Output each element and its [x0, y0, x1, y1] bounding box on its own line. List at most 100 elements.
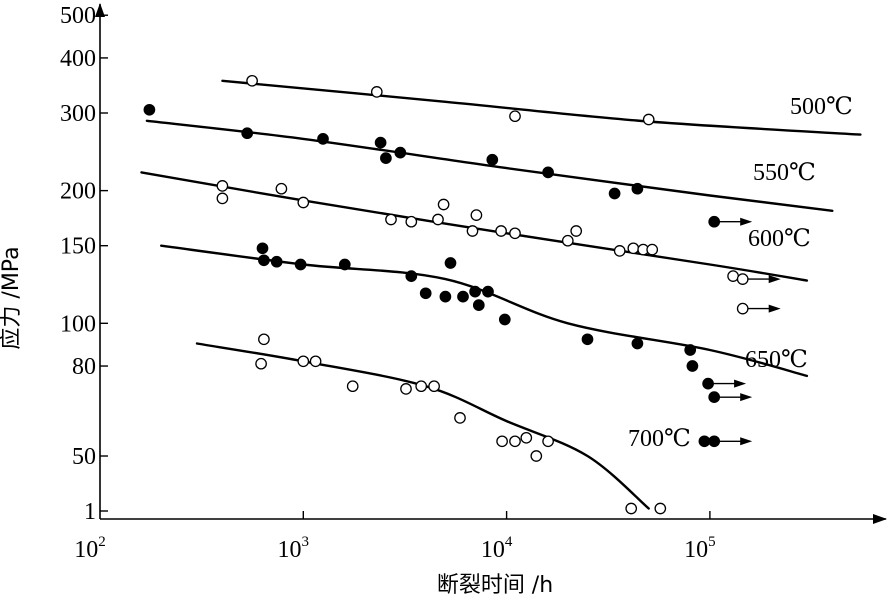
- series-labels: 500℃ 550℃ 600℃ 650℃ 700℃: [628, 94, 853, 452]
- data-point: [646, 243, 659, 256]
- runout-arrow-head: [768, 275, 781, 284]
- data-point: [561, 234, 574, 247]
- data-point: [241, 127, 254, 140]
- data-point: [472, 299, 485, 311]
- data-point: [405, 215, 418, 228]
- data-point: [428, 380, 440, 393]
- series-label: 650℃: [745, 347, 808, 373]
- data-point: [727, 270, 739, 282]
- data-point: [275, 182, 288, 195]
- data-point: [631, 337, 644, 350]
- data-point: [708, 435, 721, 448]
- data-point: [256, 242, 269, 255]
- data-point: [642, 113, 655, 126]
- data-point: [255, 357, 267, 370]
- y-tick-label: 200: [60, 179, 96, 205]
- y-tick-label: 400: [60, 46, 96, 72]
- data-point: [444, 257, 457, 269]
- data-point: [496, 435, 508, 448]
- x-tick-label: 103: [278, 534, 310, 563]
- data-point: [470, 209, 483, 221]
- data-point: [317, 133, 329, 145]
- data-point: [542, 166, 554, 179]
- data-point: [419, 287, 432, 300]
- data-point: [486, 153, 499, 166]
- data-point: [297, 355, 310, 368]
- data-point: [380, 152, 392, 164]
- x-tick-label: 104: [481, 534, 513, 563]
- data-point: [415, 380, 428, 393]
- data-point: [627, 242, 640, 255]
- series-curve: [221, 79, 862, 136]
- x-axis-ticks: 102 103 104 105: [74, 511, 716, 563]
- y-tick-label: 50: [72, 444, 96, 470]
- data-point: [625, 502, 638, 515]
- data-point: [684, 344, 697, 356]
- y-tick-label: 80: [72, 354, 96, 380]
- data-point: [338, 258, 351, 271]
- data-point: [216, 192, 229, 205]
- data-point: [498, 313, 511, 326]
- data-point: [258, 254, 270, 267]
- data-point: [432, 213, 444, 226]
- data-point: [454, 412, 466, 424]
- data-point: [702, 377, 714, 390]
- y-tick-label: 100: [60, 311, 96, 337]
- runout-arrow-head: [768, 304, 781, 313]
- y-tick-label: 1: [84, 499, 96, 525]
- data-point: [736, 302, 749, 315]
- data-point: [370, 86, 383, 98]
- data-point: [143, 103, 156, 116]
- y-axis-ticks: 500 400 300 200 150 100 80 50 1: [60, 3, 108, 525]
- x-axis-title: 断裂时间 /h: [437, 573, 553, 598]
- y-tick-label: 500: [60, 3, 96, 29]
- data-point: [581, 333, 594, 346]
- data-point: [482, 285, 494, 298]
- data-point: [437, 198, 450, 211]
- series-curve: [195, 342, 650, 510]
- series-label: 500℃: [790, 94, 853, 120]
- data-point: [270, 255, 283, 268]
- data-point: [394, 146, 407, 159]
- data-point: [509, 110, 521, 123]
- data-point: [258, 333, 270, 346]
- data-point: [346, 380, 359, 393]
- runout-arrow-head: [734, 379, 747, 388]
- data-point: [570, 225, 583, 237]
- data-point: [400, 383, 412, 395]
- x-tick-label: 105: [684, 534, 716, 563]
- runout-arrow-head: [740, 437, 753, 446]
- x-tick-label: 102: [74, 534, 106, 563]
- data-point: [297, 196, 310, 209]
- data-point: [457, 290, 469, 303]
- y-tick-label: 150: [60, 234, 96, 260]
- y-tick-label: 300: [60, 101, 96, 127]
- data-point: [613, 245, 626, 257]
- data-point: [708, 215, 721, 228]
- data-point: [309, 355, 322, 368]
- y-axis-title: 应力 /MPa: [0, 246, 24, 349]
- data-point: [495, 225, 507, 237]
- data-point: [654, 502, 667, 515]
- series-points: [143, 74, 781, 515]
- data-point: [469, 285, 481, 298]
- data-point: [466, 225, 479, 237]
- data-point: [246, 74, 258, 87]
- series-curve: [160, 244, 809, 378]
- data-point: [686, 360, 699, 372]
- data-point: [439, 290, 452, 303]
- data-point: [736, 273, 749, 285]
- data-point: [708, 391, 721, 403]
- data-point: [631, 182, 644, 195]
- series-label: 550℃: [753, 160, 816, 186]
- series-label: 700℃: [628, 426, 691, 452]
- data-point: [542, 435, 554, 448]
- data-point: [216, 180, 229, 192]
- data-point: [608, 187, 621, 200]
- data-point: [509, 227, 521, 240]
- runout-arrow-head: [740, 393, 753, 402]
- series-curve: [145, 119, 834, 212]
- series-label: 600℃: [748, 226, 811, 252]
- data-point: [374, 136, 387, 149]
